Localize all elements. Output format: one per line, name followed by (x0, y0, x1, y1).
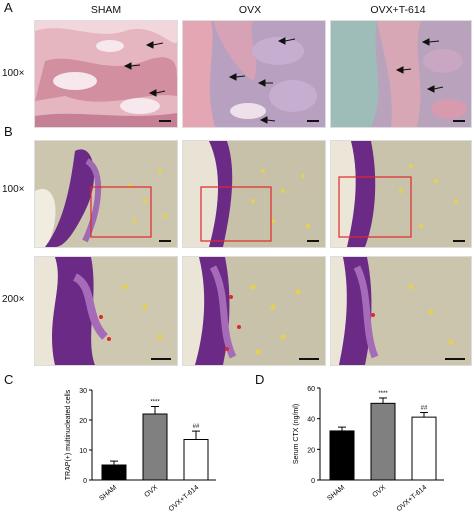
bar-0 (329, 430, 355, 481)
category-label-1: OVX (143, 484, 159, 499)
category-label-0: SHAM (326, 484, 346, 502)
trap-image-ovx-t614-100x (330, 140, 472, 248)
y-tick-label: 0 (83, 478, 87, 485)
y-tick-label: 10 (79, 448, 87, 455)
chart-d-svg: 0 20 40 60 Serum CTX (ng/ml) SHAM **** OVX ## OVX… (293, 386, 444, 513)
category-label-1: OVX (371, 484, 387, 499)
significance-label-2: ## (193, 424, 200, 430)
bar-1 (370, 402, 396, 481)
category-label-0: SHAM (98, 484, 118, 502)
y-tick-label: 0 (311, 478, 315, 485)
significance-label-1: **** (150, 400, 160, 406)
column-header-ovx-t614: OVX+T-614 (370, 4, 426, 16)
column-header-ovx: OVX (238, 4, 262, 16)
category-label-2: OVX+T-614 (396, 484, 429, 513)
column-header-sham: SHAM (90, 4, 122, 16)
he-image-ovx-t614 (330, 20, 472, 128)
bar-2 (183, 439, 209, 481)
row-label-b-magnification-200: 200× (2, 294, 25, 305)
category-label-2: OVX+T-614 (168, 484, 201, 513)
bar-2 (411, 416, 437, 481)
significance-label-1: **** (378, 391, 388, 397)
panel-label-a: A (4, 0, 13, 15)
y-axis-title: TRAP(+) multinucleated cells (65, 389, 72, 480)
trap-image-sham-100x (34, 140, 178, 248)
chart-trap-cells: 0 10 20 30 TRAP(+) multinucleated cells SHAM *… (4, 380, 240, 514)
chart-serum-ctx: 0 20 40 60 Serum CTX (ng/ml) SHAM **** OVX ## OVX… (256, 380, 472, 514)
y-tick-label: 20 (307, 447, 315, 454)
trap-image-sham-200x (34, 256, 178, 366)
trap-image-ovx-t614-200x (330, 256, 472, 366)
trap-image-ovx-200x (182, 256, 326, 366)
panel-label-d: D (255, 372, 265, 387)
row-label-a-magnification: 100× (2, 68, 25, 79)
y-tick-label: 20 (79, 418, 87, 425)
he-image-sham (34, 20, 178, 128)
y-tick-label: 60 (307, 386, 315, 393)
bar-0 (101, 464, 127, 481)
panel-label-c: C (4, 372, 14, 387)
trap-image-ovx-100x (182, 140, 326, 248)
y-axis-title: Serum CTX (ng/ml) (293, 404, 300, 464)
significance-label-2: ## (421, 406, 428, 412)
row-label-b-magnification-100: 100× (2, 184, 25, 195)
panel-label-b: B (4, 124, 13, 139)
y-tick-label: 30 (79, 388, 87, 395)
bar-1 (142, 413, 168, 481)
y-tick-label: 40 (307, 417, 315, 424)
he-image-ovx (182, 20, 326, 128)
chart-c-svg: 0 10 20 30 TRAP(+) multinucleated cells SHAM *… (65, 388, 216, 513)
